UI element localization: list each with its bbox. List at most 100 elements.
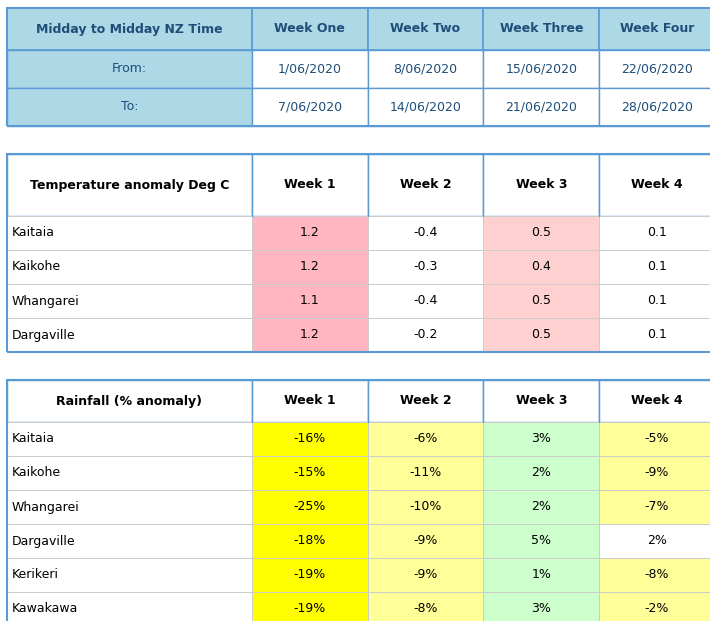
Text: Kawakawa: Kawakawa <box>12 602 78 615</box>
Text: Week One: Week One <box>274 22 345 35</box>
Text: 2%: 2% <box>531 501 551 514</box>
Text: -7%: -7% <box>645 501 670 514</box>
Bar <box>252 216 368 250</box>
Text: Week 2: Week 2 <box>400 178 452 191</box>
Bar <box>484 490 599 524</box>
Text: 0.1: 0.1 <box>647 294 667 307</box>
Text: To:: To: <box>121 101 138 114</box>
Bar <box>484 216 599 250</box>
Text: 0.5: 0.5 <box>531 294 551 307</box>
Text: Week Four: Week Four <box>620 22 694 35</box>
Bar <box>484 50 599 88</box>
Bar <box>7 524 252 558</box>
Text: Dargaville: Dargaville <box>12 535 76 548</box>
Text: -19%: -19% <box>294 602 326 615</box>
Bar <box>7 380 710 621</box>
Text: 0.5: 0.5 <box>531 329 551 342</box>
Text: -0.2: -0.2 <box>413 329 438 342</box>
Text: 8/06/2020: 8/06/2020 <box>393 63 458 76</box>
Text: -9%: -9% <box>645 466 670 479</box>
Text: -10%: -10% <box>410 501 442 514</box>
Bar <box>7 456 252 490</box>
Text: Kaikohe: Kaikohe <box>12 260 61 273</box>
Text: 5%: 5% <box>531 535 551 548</box>
Text: Week 3: Week 3 <box>515 178 567 191</box>
Text: 15/06/2020: 15/06/2020 <box>506 63 577 76</box>
Bar <box>599 216 710 250</box>
Text: Week Two: Week Two <box>391 22 461 35</box>
Bar <box>599 490 710 524</box>
Bar <box>368 50 484 88</box>
Text: 7/06/2020: 7/06/2020 <box>278 101 342 114</box>
Text: 0.4: 0.4 <box>531 260 551 273</box>
Bar <box>252 456 368 490</box>
Bar <box>252 490 368 524</box>
Bar <box>252 50 368 88</box>
Bar <box>484 558 599 592</box>
Text: 14/06/2020: 14/06/2020 <box>390 101 462 114</box>
Bar <box>484 318 599 352</box>
Text: -6%: -6% <box>413 432 438 445</box>
Bar <box>368 558 484 592</box>
Text: 3%: 3% <box>531 432 551 445</box>
Bar <box>599 318 710 352</box>
Text: 28/06/2020: 28/06/2020 <box>621 101 693 114</box>
Bar <box>599 558 710 592</box>
Bar <box>7 380 252 422</box>
Text: 1/06/2020: 1/06/2020 <box>278 63 342 76</box>
Bar <box>252 524 368 558</box>
Text: -9%: -9% <box>413 535 438 548</box>
Bar <box>599 50 710 88</box>
Text: 2%: 2% <box>647 535 667 548</box>
Bar <box>368 592 484 621</box>
Text: Week 3: Week 3 <box>515 394 567 407</box>
Bar <box>599 154 710 216</box>
Text: 1.2: 1.2 <box>300 227 320 240</box>
Bar <box>599 380 710 422</box>
Text: 22/06/2020: 22/06/2020 <box>621 63 693 76</box>
Bar <box>484 8 599 50</box>
Bar <box>7 318 252 352</box>
Text: Kaitaia: Kaitaia <box>12 227 55 240</box>
Text: 21/06/2020: 21/06/2020 <box>506 101 577 114</box>
Bar <box>484 422 599 456</box>
Bar <box>484 250 599 284</box>
Bar <box>599 88 710 126</box>
Text: -16%: -16% <box>294 432 326 445</box>
Text: 2%: 2% <box>531 466 551 479</box>
Text: -0.4: -0.4 <box>413 294 438 307</box>
Bar <box>368 88 484 126</box>
Bar <box>484 88 599 126</box>
Text: -2%: -2% <box>645 602 670 615</box>
Text: Week 2: Week 2 <box>400 394 452 407</box>
Bar <box>7 216 252 250</box>
Bar <box>484 380 599 422</box>
Text: 3%: 3% <box>531 602 551 615</box>
Text: Rainfall (% anomaly): Rainfall (% anomaly) <box>57 394 202 407</box>
Bar <box>368 456 484 490</box>
Text: 1.1: 1.1 <box>300 294 320 307</box>
Bar <box>7 50 252 88</box>
Text: 0.1: 0.1 <box>647 329 667 342</box>
Bar <box>599 250 710 284</box>
Bar <box>368 318 484 352</box>
Bar <box>599 422 710 456</box>
Bar <box>484 524 599 558</box>
Bar <box>252 422 368 456</box>
Text: -9%: -9% <box>413 568 438 581</box>
Bar <box>7 154 252 216</box>
Bar <box>252 88 368 126</box>
Text: Whangarei: Whangarei <box>12 501 80 514</box>
Text: -19%: -19% <box>294 568 326 581</box>
Text: -0.3: -0.3 <box>413 260 438 273</box>
Text: -25%: -25% <box>294 501 326 514</box>
Text: 1%: 1% <box>531 568 551 581</box>
Text: -18%: -18% <box>294 535 326 548</box>
Text: -8%: -8% <box>413 602 438 615</box>
Text: Dargaville: Dargaville <box>12 329 76 342</box>
Text: 1.2: 1.2 <box>300 329 320 342</box>
Bar <box>252 250 368 284</box>
Bar <box>368 490 484 524</box>
Text: 0.1: 0.1 <box>647 227 667 240</box>
Bar <box>368 154 484 216</box>
